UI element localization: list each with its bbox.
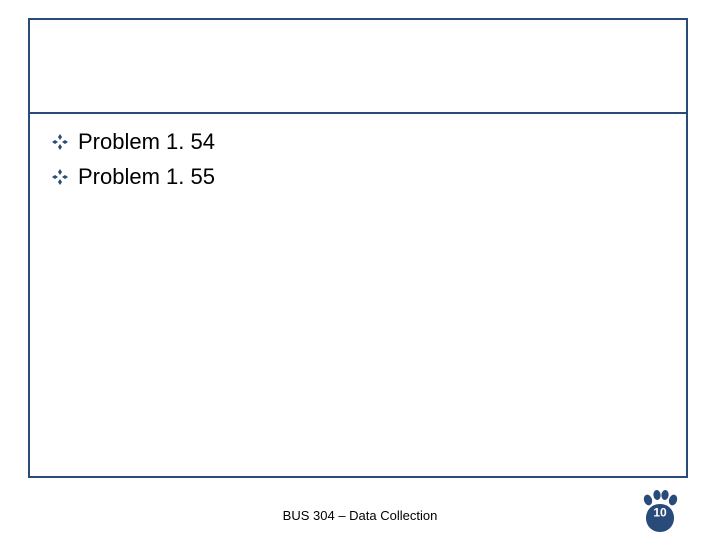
four-diamond-icon [52,134,68,150]
bullet-item: Problem 1. 55 [52,163,664,192]
page-number-badge: 10 [638,490,682,534]
footer-text: BUS 304 – Data Collection [283,508,438,523]
page-number: 10 [653,506,666,520]
bullet-label: Problem 1. 54 [78,128,215,157]
slide-content: Problem 1. 54 Problem 1. 55 [30,114,686,211]
slide-footer: BUS 304 – Data Collection [0,500,720,530]
four-diamond-icon [52,169,68,185]
bullet-label: Problem 1. 55 [78,163,215,192]
bullet-item: Problem 1. 54 [52,128,664,157]
slide-frame: Problem 1. 54 Problem 1. 55 [28,18,688,478]
slide-header [30,20,686,114]
